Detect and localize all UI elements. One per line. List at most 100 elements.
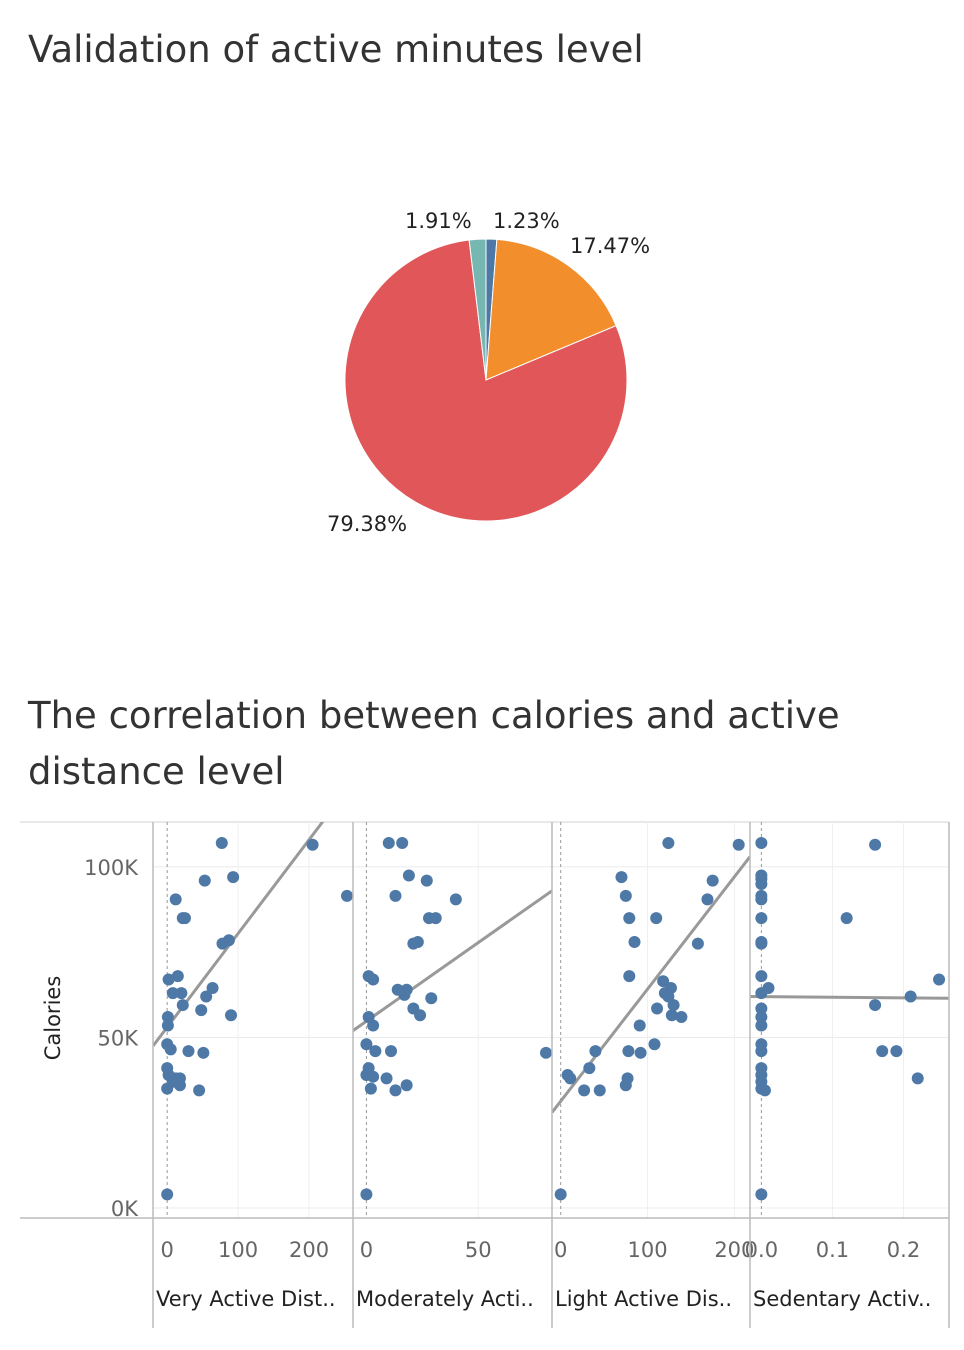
- data-point[interactable]: [911, 1072, 924, 1085]
- data-point[interactable]: [755, 1019, 768, 1032]
- data-point[interactable]: [564, 1072, 577, 1085]
- data-point[interactable]: [341, 889, 353, 902]
- data-point[interactable]: [369, 1045, 382, 1058]
- data-point[interactable]: [732, 838, 745, 851]
- data-point[interactable]: [755, 1002, 768, 1015]
- data-point[interactable]: [169, 893, 182, 906]
- data-point[interactable]: [161, 1019, 174, 1032]
- data-point[interactable]: [161, 1188, 174, 1201]
- data-point[interactable]: [665, 1009, 678, 1022]
- data-point[interactable]: [173, 1079, 186, 1092]
- data-point[interactable]: [164, 1043, 177, 1056]
- data-point[interactable]: [933, 973, 946, 986]
- data-point[interactable]: [161, 1082, 174, 1095]
- data-point[interactable]: [222, 934, 235, 947]
- data-point[interactable]: [206, 982, 219, 995]
- data-point[interactable]: [385, 1045, 398, 1058]
- data-point[interactable]: [675, 1011, 688, 1023]
- data-point[interactable]: [651, 1002, 664, 1015]
- data-point[interactable]: [755, 1045, 768, 1058]
- data-point[interactable]: [200, 990, 213, 1003]
- data-point[interactable]: [380, 1072, 393, 1085]
- data-point[interactable]: [396, 837, 409, 850]
- pie-slice[interactable]: [344, 239, 628, 522]
- data-point[interactable]: [634, 1046, 647, 1059]
- data-point[interactable]: [162, 973, 175, 986]
- data-point[interactable]: [389, 1084, 402, 1097]
- data-point[interactable]: [876, 1045, 889, 1058]
- data-point[interactable]: [360, 1038, 373, 1051]
- data-point[interactable]: [578, 1084, 591, 1097]
- data-point[interactable]: [198, 874, 211, 887]
- data-point[interactable]: [360, 1188, 373, 1201]
- data-point[interactable]: [615, 871, 628, 884]
- data-point[interactable]: [904, 990, 917, 1003]
- data-point[interactable]: [429, 912, 442, 925]
- data-point[interactable]: [176, 999, 189, 1012]
- data-point[interactable]: [840, 912, 853, 925]
- data-point[interactable]: [755, 877, 768, 890]
- data-point[interactable]: [755, 912, 768, 925]
- data-point[interactable]: [758, 1084, 771, 1097]
- data-point[interactable]: [197, 1046, 210, 1059]
- data-point[interactable]: [398, 988, 411, 1001]
- data-point[interactable]: [554, 1188, 567, 1201]
- data-point[interactable]: [215, 837, 228, 850]
- data-point[interactable]: [171, 970, 184, 983]
- data-point[interactable]: [619, 1079, 632, 1092]
- data-point[interactable]: [400, 1079, 413, 1092]
- data-point[interactable]: [623, 912, 636, 925]
- data-point[interactable]: [622, 1045, 635, 1058]
- data-point[interactable]: [657, 975, 670, 988]
- data-point[interactable]: [195, 1004, 208, 1017]
- data-point[interactable]: [755, 1188, 768, 1201]
- data-point[interactable]: [869, 838, 882, 851]
- pie-slice[interactable]: [485, 238, 617, 381]
- data-point[interactable]: [662, 837, 675, 850]
- data-point[interactable]: [449, 893, 462, 906]
- data-point[interactable]: [667, 999, 680, 1012]
- data-point[interactable]: [650, 912, 663, 925]
- pie-slice[interactable]: [468, 238, 487, 381]
- data-point[interactable]: [402, 869, 415, 882]
- data-point[interactable]: [593, 1084, 606, 1097]
- data-point[interactable]: [166, 987, 179, 1000]
- data-point[interactable]: [633, 1019, 646, 1032]
- data-point[interactable]: [890, 1045, 903, 1058]
- data-point[interactable]: [193, 1084, 206, 1097]
- data-point[interactable]: [306, 838, 319, 851]
- data-point[interactable]: [225, 1009, 238, 1022]
- data-point[interactable]: [420, 874, 433, 887]
- data-point[interactable]: [869, 999, 882, 1012]
- data-point[interactable]: [755, 837, 768, 850]
- data-point[interactable]: [161, 1011, 174, 1023]
- data-point[interactable]: [414, 1009, 427, 1022]
- data-point[interactable]: [648, 1038, 661, 1051]
- data-point[interactable]: [701, 893, 714, 906]
- data-point[interactable]: [589, 1045, 602, 1058]
- data-point[interactable]: [755, 1011, 768, 1023]
- data-point[interactable]: [389, 889, 402, 902]
- data-point[interactable]: [755, 893, 768, 906]
- data-point[interactable]: [178, 912, 191, 925]
- data-point[interactable]: [628, 935, 641, 948]
- data-point[interactable]: [367, 973, 380, 986]
- data-point[interactable]: [411, 935, 424, 948]
- data-point[interactable]: [706, 874, 719, 887]
- data-point[interactable]: [691, 937, 704, 950]
- data-point[interactable]: [755, 937, 768, 950]
- data-point[interactable]: [367, 1070, 380, 1083]
- data-point[interactable]: [755, 970, 768, 983]
- data-point[interactable]: [425, 992, 438, 1005]
- data-point[interactable]: [227, 871, 240, 884]
- data-point[interactable]: [755, 987, 768, 1000]
- data-point[interactable]: [619, 889, 632, 902]
- data-point[interactable]: [623, 970, 636, 983]
- data-point[interactable]: [367, 1019, 380, 1032]
- data-point[interactable]: [175, 987, 188, 1000]
- data-point[interactable]: [364, 1082, 377, 1095]
- data-point[interactable]: [182, 1045, 195, 1058]
- data-point[interactable]: [540, 1046, 552, 1059]
- data-point[interactable]: [382, 837, 395, 850]
- data-point[interactable]: [583, 1062, 596, 1075]
